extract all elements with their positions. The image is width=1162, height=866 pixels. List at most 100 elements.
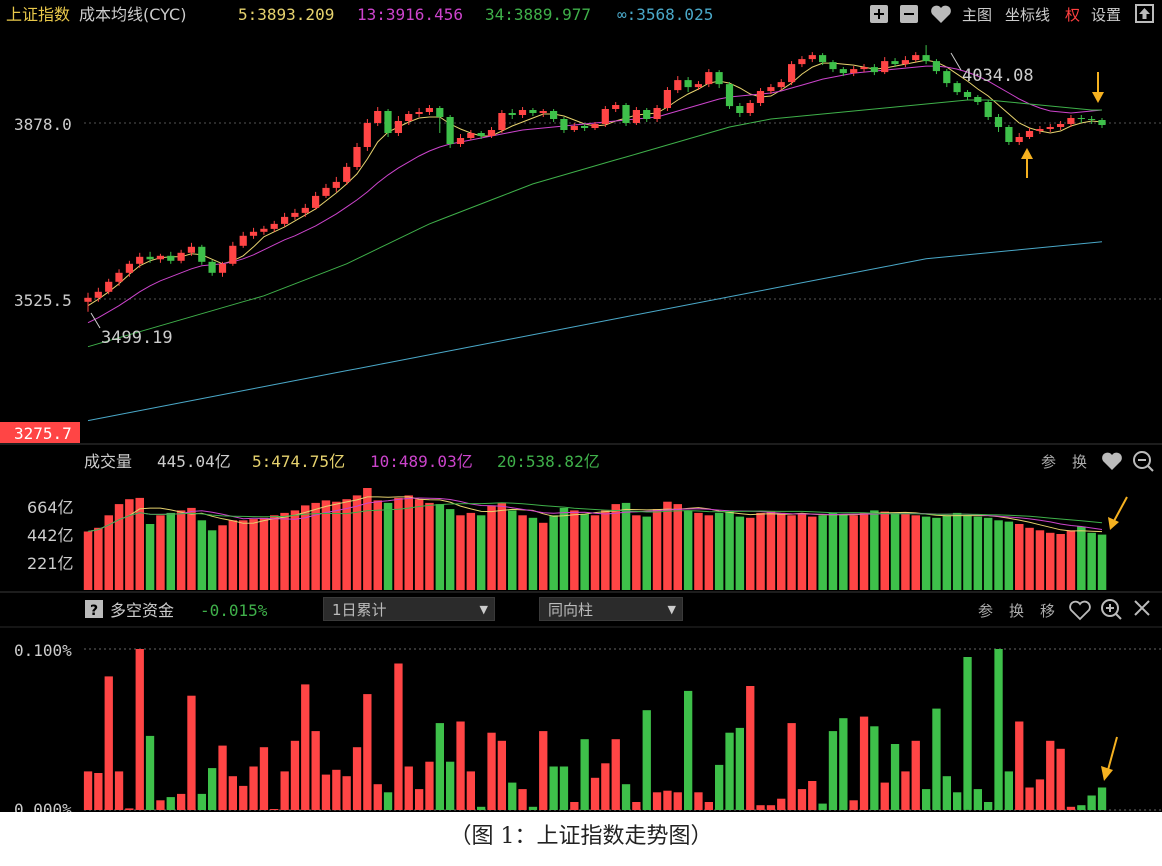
upload-icon[interactable] — [1135, 4, 1154, 23]
arrow-diagonal-icon — [1101, 736, 1118, 781]
index-name: 上证指数 — [6, 5, 70, 24]
candle — [891, 58, 899, 68]
candle — [984, 100, 992, 121]
fund-bar — [125, 808, 134, 810]
candle — [84, 292, 92, 312]
fund-bar — [1066, 806, 1076, 810]
volume-zoom-out-icon[interactable] — [1133, 451, 1154, 472]
fund-bar — [145, 735, 155, 810]
candle-body — [94, 291, 102, 298]
price-axis-label: 3275.7 — [14, 424, 72, 443]
volume-ma20-line — [87, 502, 1103, 532]
candle-body — [84, 297, 92, 302]
fund-bar — [570, 802, 579, 810]
candle-body — [1005, 127, 1013, 142]
volume-bar — [725, 510, 734, 590]
toolbar-main-chart[interactable]: 主图 — [962, 6, 992, 24]
fund-bar — [818, 803, 827, 810]
volume-bar — [114, 504, 124, 590]
candle — [839, 67, 847, 77]
volume-bar — [714, 512, 724, 590]
candle — [819, 53, 827, 66]
candle-body — [177, 252, 185, 261]
volume-bar — [187, 507, 196, 590]
volume-axis-label: 221亿 — [27, 554, 74, 573]
candle — [239, 231, 247, 248]
help-icon[interactable] — [85, 600, 103, 618]
bar-mode-dropdown[interactable]: 同向柱 ▼ — [539, 597, 683, 621]
volume-bar — [125, 499, 134, 590]
fund-bar — [611, 739, 620, 810]
candle-body — [446, 117, 454, 144]
fund-bar — [435, 723, 444, 810]
candle-body — [850, 69, 858, 74]
candle-body — [529, 110, 537, 113]
candle-body — [249, 231, 258, 236]
candle-body — [218, 263, 227, 273]
toolbar-axis-lines[interactable]: 坐标线 — [1005, 6, 1050, 24]
candle — [291, 208, 299, 220]
fund-axis-label: 0.000% — [14, 800, 72, 812]
candle-body — [239, 235, 247, 246]
volume-bar — [414, 499, 424, 590]
fund-bar — [963, 657, 972, 810]
volume-bar — [808, 516, 817, 590]
volume-heart-icon[interactable] — [1102, 452, 1122, 470]
candle-body — [653, 108, 661, 119]
fund-zoom-in-icon[interactable] — [1101, 599, 1122, 620]
fund-bar — [735, 727, 744, 810]
volume-bar — [756, 512, 765, 590]
volume-bar — [352, 495, 362, 590]
fund-bar — [1015, 721, 1024, 810]
volume-bar — [435, 504, 445, 590]
fund-bar — [83, 771, 93, 810]
candle-body — [601, 109, 609, 124]
candle — [477, 130, 485, 139]
fund-param-button[interactable]: 参 — [978, 602, 993, 620]
candle-body — [260, 228, 268, 232]
fund-bar — [901, 771, 910, 810]
volume-bar — [207, 530, 217, 590]
candle — [394, 116, 402, 136]
fund-move-button[interactable]: 移 — [1040, 602, 1055, 620]
candle-body — [550, 111, 558, 119]
zoom-out-icon[interactable] — [900, 5, 918, 23]
volume-bar — [683, 510, 693, 590]
candle-body — [1077, 118, 1085, 119]
fund-value: -0.015% — [200, 601, 268, 620]
candle-body — [167, 255, 175, 261]
fund-bar — [746, 686, 755, 810]
volume-bar — [849, 515, 858, 590]
candle-body — [312, 195, 320, 208]
candle-body — [725, 84, 734, 107]
volume-switch-button[interactable]: 换 — [1072, 453, 1087, 471]
candle-body — [301, 207, 309, 213]
accumulation-dropdown[interactable]: 1日累计 ▼ — [323, 597, 495, 621]
fund-close-icon[interactable] — [1134, 600, 1150, 616]
candle-body — [136, 256, 144, 264]
candle-body — [963, 92, 972, 97]
fund-bar — [290, 740, 300, 810]
volume-bar — [321, 500, 331, 590]
candle — [974, 95, 982, 106]
fund-bar — [994, 649, 1003, 810]
volume-bar — [983, 517, 993, 590]
candle-body — [1015, 137, 1023, 142]
volume-bar — [94, 527, 103, 590]
candle-body — [1057, 124, 1065, 127]
heart-icon[interactable] — [931, 5, 951, 23]
volume-bar — [870, 510, 879, 590]
candle — [632, 107, 640, 125]
candle-body — [643, 110, 651, 119]
candle — [870, 64, 878, 76]
volume-param-button[interactable]: 参 — [1041, 453, 1056, 471]
toolbar-settings[interactable]: 设置 — [1091, 6, 1121, 24]
volume-bar — [766, 511, 776, 590]
candle-body — [994, 117, 1003, 127]
toolbar-rights[interactable]: 权 — [1065, 6, 1080, 24]
fund-heart-icon[interactable] — [1069, 600, 1091, 621]
zoom-in-icon[interactable] — [870, 5, 888, 23]
fund-bar — [508, 782, 517, 810]
fund-switch-button[interactable]: 换 — [1009, 602, 1024, 620]
candle-body — [632, 110, 640, 123]
